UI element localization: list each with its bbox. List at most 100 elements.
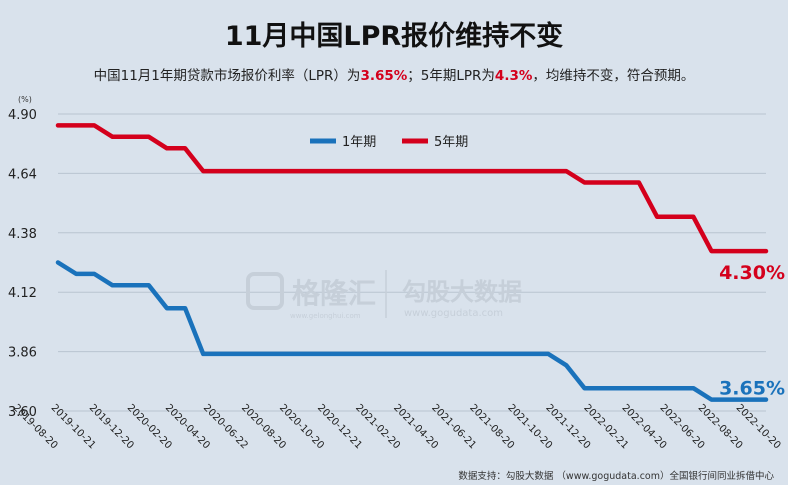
data-point: [529, 170, 531, 172]
data-point: [57, 261, 59, 264]
data-point: [293, 170, 295, 172]
data-point: [728, 250, 731, 252]
data-point: [93, 124, 96, 127]
series-end-label-1: 3.65%: [719, 378, 785, 400]
series-end-label-2: 4.30%: [719, 262, 785, 284]
data-point: [202, 353, 205, 355]
data-point: [311, 170, 313, 172]
data-point: [492, 170, 495, 172]
data-point: [129, 284, 132, 287]
data-point: [674, 216, 677, 218]
data-point: [383, 353, 386, 355]
y-tick-label: 4.90: [8, 108, 37, 123]
data-point: [511, 353, 513, 355]
y-axis-label: (%): [18, 95, 32, 104]
data-point: [57, 124, 59, 127]
data-point: [656, 387, 658, 389]
data-point: [710, 398, 713, 401]
legend-label-2: 5年期: [434, 135, 468, 150]
data-point: [456, 170, 459, 172]
data-point: [256, 170, 259, 172]
data-point: [238, 170, 241, 172]
data-point: [166, 147, 168, 150]
subtitle-part2: ；5年期LPR为: [407, 68, 495, 84]
data-point: [565, 170, 568, 172]
data-point: [311, 353, 313, 355]
series-line-2: [55, 123, 769, 254]
data-point: [547, 353, 549, 355]
data-point: [619, 181, 622, 184]
data-point: [256, 353, 259, 355]
data-point: [474, 170, 477, 172]
data-point: [765, 250, 767, 252]
data-point: [656, 216, 658, 218]
data-point: [147, 136, 150, 138]
watermark-data-brand: 勾股大数据: [402, 278, 522, 306]
legend-label-1: 1年期: [342, 135, 376, 150]
y-tick-label: 4.64: [8, 167, 37, 182]
chart-title: 11月中国LPR报价维持不变: [224, 21, 564, 52]
data-point: [583, 387, 586, 389]
data-point: [420, 353, 422, 355]
series-line-1: [55, 260, 769, 402]
data-point: [765, 398, 767, 401]
data-point: [565, 364, 568, 367]
data-point: [692, 216, 695, 218]
data-point: [402, 170, 404, 172]
data-point: [747, 398, 749, 401]
data-point: [293, 353, 295, 355]
y-tick-label: 3.60: [8, 405, 37, 420]
subtitle-part1: 中国11月1年期贷款市场报价利率（LPR）为: [93, 68, 361, 84]
data-point: [347, 170, 350, 172]
watermark-logo-icon: [246, 272, 284, 310]
data-point: [692, 387, 695, 389]
data-point: [220, 170, 223, 172]
data-point: [402, 353, 404, 355]
data-point: [529, 353, 531, 355]
data-point: [220, 353, 223, 355]
data-point: [456, 353, 459, 355]
data-point: [638, 387, 640, 389]
data-point: [728, 398, 731, 401]
data-point: [601, 181, 604, 184]
watermark-brand-url: www.gelonghui.com: [290, 312, 361, 320]
data-point: [601, 387, 604, 389]
data-point: [184, 307, 186, 309]
data-point: [547, 170, 549, 172]
data-point: [75, 124, 77, 127]
subtitle-value-1y: 3.65%: [360, 68, 408, 84]
data-point: [710, 250, 713, 252]
data-point: [365, 170, 368, 172]
data-point: [674, 387, 677, 389]
data-point: [474, 353, 477, 355]
data-point: [383, 170, 386, 172]
data-point: [747, 250, 749, 252]
subtitle-value-5y: 4.3%: [494, 68, 533, 84]
data-point: [511, 170, 513, 172]
data-point: [184, 147, 186, 150]
subtitle-part3: ，均维持不变，符合预期。: [532, 68, 695, 84]
data-point: [638, 181, 640, 184]
data-point: [438, 170, 441, 172]
data-point: [275, 353, 277, 355]
data-point: [147, 284, 150, 287]
y-tick-label: 4.12: [8, 286, 37, 301]
data-point: [438, 353, 441, 355]
data-point: [275, 170, 277, 172]
data-point: [492, 353, 495, 355]
chart-subtitle: 中国11月1年期贷款市场报价利率（LPR）为3.65%；5年期LPR为4.3%，…: [0, 64, 788, 84]
data-point: [329, 170, 332, 172]
data-point: [347, 353, 350, 355]
data-point: [238, 353, 241, 355]
y-tick-label: 3.86: [8, 346, 37, 361]
data-point: [75, 273, 77, 275]
y-tick-label: 4.38: [8, 227, 37, 242]
data-point: [166, 307, 168, 309]
data-point: [129, 136, 132, 138]
data-point: [329, 353, 332, 355]
data-source: 数据支持：勾股大数据 （www.gogudata.com）全国银行间同业拆借中心: [458, 471, 774, 482]
data-point: [111, 284, 114, 287]
watermark-brand: 格隆汇: [292, 277, 376, 310]
watermark-data-url: www.gogudata.com: [404, 308, 503, 319]
